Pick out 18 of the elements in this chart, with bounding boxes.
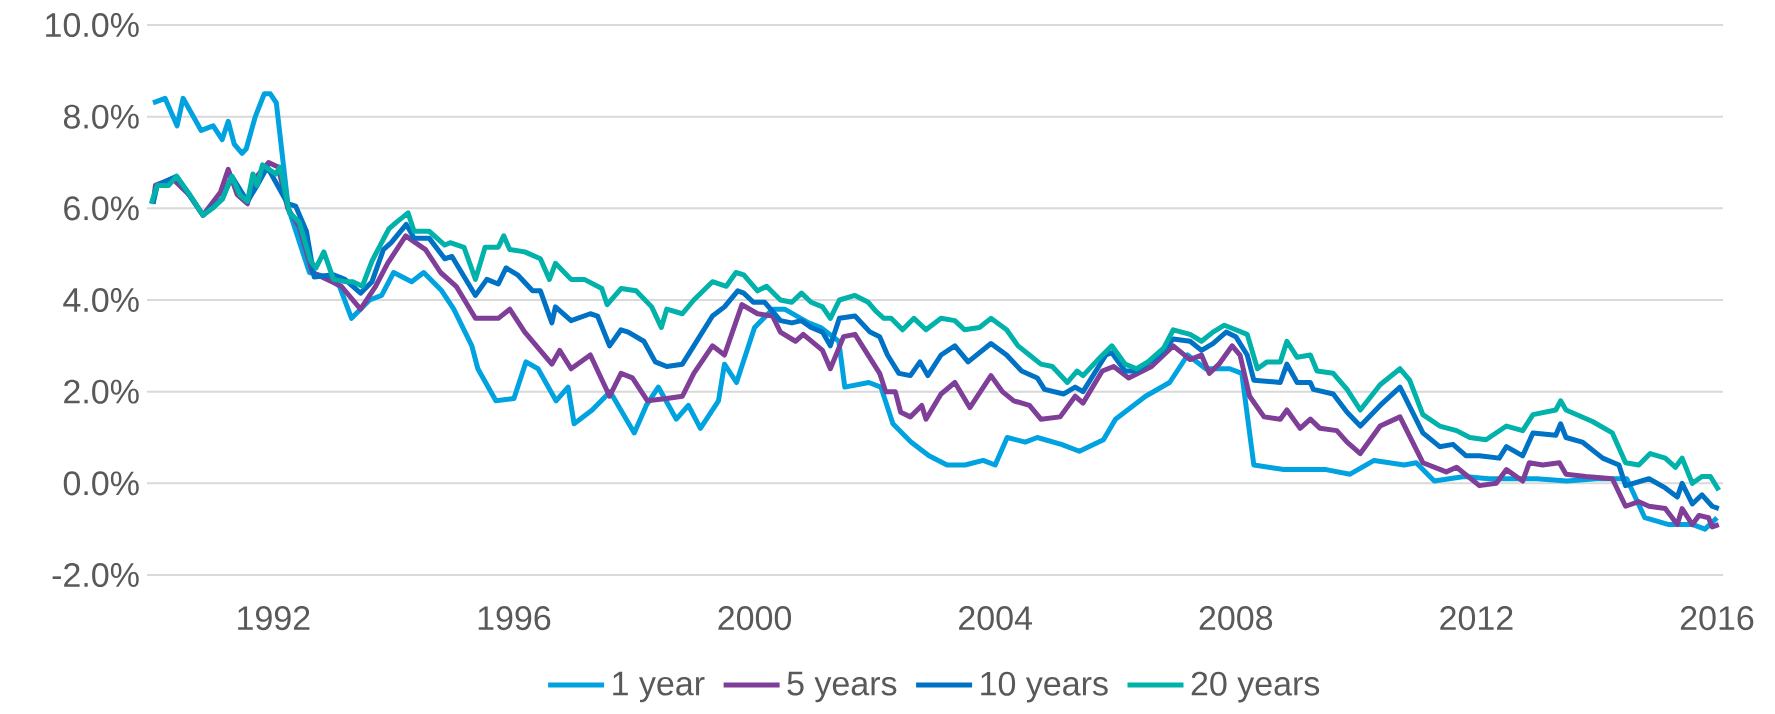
y-tick-label: 10.0% <box>46 12 139 38</box>
x-tick-label: 2012 <box>1440 606 1513 631</box>
y-tick-label: -2.0% <box>52 562 139 588</box>
x-tick-label: 2008 <box>1199 606 1273 631</box>
x-tick-label: 2004 <box>959 606 1032 631</box>
legend-label: 10 years <box>981 671 1108 703</box>
x-tick-label: 2016 <box>1680 606 1754 631</box>
y-tick-label: 2.0% <box>64 379 139 404</box>
x-tick-label: 1992 <box>238 606 310 631</box>
y-tick-label: 0.0% <box>63 471 139 496</box>
y-tick-label: 4.0% <box>63 287 139 313</box>
y-tick-label: 8.0% <box>63 104 139 129</box>
x-tick-label: 1996 <box>478 606 551 631</box>
legend-label: 1 year <box>613 671 705 703</box>
y-tick-label: 6.0% <box>64 196 139 221</box>
legend-label: 5 years <box>787 671 897 703</box>
legend-label: 20 years <box>1191 671 1320 703</box>
x-tick-label: 2000 <box>718 606 792 631</box>
